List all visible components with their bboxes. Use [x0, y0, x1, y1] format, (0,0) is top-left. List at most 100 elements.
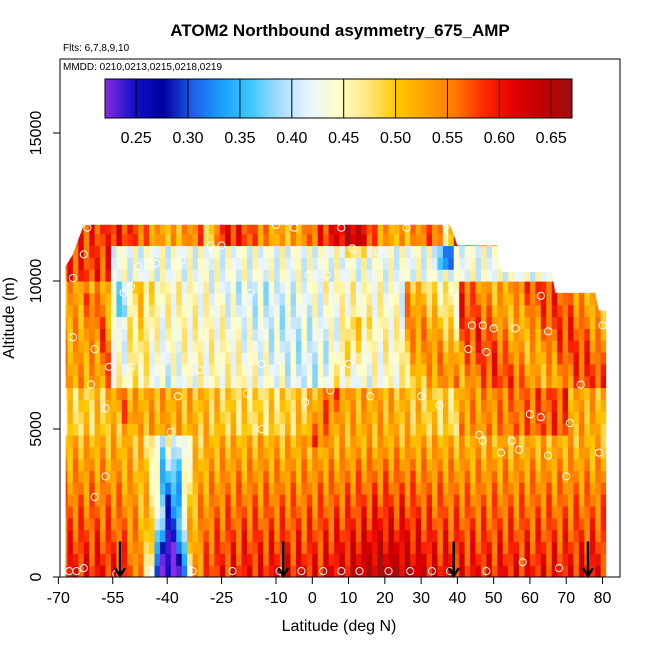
- heatmap-cell: [361, 517, 368, 531]
- heatmap-cell: [437, 482, 444, 495]
- heatmap-cell: [121, 352, 128, 365]
- heatmap-cell: [432, 423, 439, 436]
- heatmap-cell: [192, 224, 199, 235]
- heatmap-cell: [127, 269, 134, 282]
- heatmap-cell: [252, 269, 259, 282]
- heatmap-cell: [132, 446, 139, 460]
- heatmap-cell: [149, 352, 156, 365]
- heatmap-cell: [182, 210, 188, 222]
- heatmap-cell: [442, 316, 449, 329]
- heatmap-cell: [475, 541, 482, 554]
- heatmap-cell: [138, 434, 145, 448]
- heatmap-cell: [524, 281, 531, 294]
- heatmap-cell: [274, 482, 281, 495]
- heatmap-cell: [595, 304, 602, 318]
- heatmap-cell: [198, 304, 205, 318]
- heatmap-cell: [143, 224, 150, 235]
- heatmap-cell: [551, 340, 558, 353]
- heatmap-cell: [486, 316, 493, 329]
- heatmap-cell: [442, 482, 449, 495]
- heatmap-cell: [306, 529, 313, 543]
- x-tick-label: -40: [156, 590, 179, 607]
- heatmap-cell: [573, 446, 580, 460]
- heatmap-cell: [502, 375, 509, 389]
- heatmap-cell: [355, 494, 362, 507]
- heatmap-cell: [383, 210, 389, 222]
- heatmap-cell: [551, 399, 558, 412]
- heatmap-cell: [437, 458, 444, 472]
- heatmap-cell: [437, 257, 444, 270]
- heatmap-cell: [399, 352, 406, 365]
- heatmap-cell: [540, 434, 547, 448]
- heatmap-cell: [127, 446, 134, 460]
- heatmap-cell: [149, 541, 156, 554]
- heatmap-cell: [149, 328, 156, 341]
- heatmap-cell: [323, 340, 330, 353]
- heatmap-cell: [437, 233, 444, 247]
- heatmap-cell: [116, 399, 123, 412]
- heatmap-cell: [502, 257, 509, 270]
- heatmap-cell: [285, 328, 292, 341]
- heatmap-cell: [214, 281, 221, 294]
- heatmap-cell: [464, 304, 471, 318]
- heatmap-cell: [459, 328, 466, 341]
- heatmap-cell: [268, 446, 275, 460]
- heatmap-cell: [475, 328, 482, 341]
- heatmap-cell: [154, 375, 161, 389]
- heatmap-cell: [421, 399, 428, 412]
- heatmap-cell: [268, 233, 275, 247]
- heatmap-cell: [279, 281, 286, 294]
- heatmap-cell: [578, 245, 585, 258]
- heatmap-cell: [410, 292, 417, 306]
- heatmap-cell: [116, 411, 123, 424]
- heatmap-cell: [94, 281, 101, 294]
- heatmap-cell: [176, 387, 183, 400]
- heatmap-cell: [350, 340, 357, 353]
- heatmap-cell: [497, 328, 504, 341]
- heatmap-cell: [486, 494, 493, 507]
- heatmap-cell: [100, 529, 107, 543]
- heatmap-cell: [464, 553, 471, 566]
- heatmap-cell: [170, 446, 177, 460]
- heatmap-cell: [497, 316, 504, 329]
- heatmap-cell: [404, 434, 411, 448]
- heatmap-cell: [138, 517, 145, 531]
- heatmap-cell: [334, 233, 341, 247]
- heatmap-cell: [170, 257, 177, 270]
- heatmap-cell: [442, 411, 449, 424]
- heatmap-cell: [491, 257, 498, 270]
- heatmap-cell: [65, 233, 69, 247]
- heatmap-cell: [252, 245, 259, 258]
- heatmap-cell: [290, 387, 297, 400]
- heatmap-cell: [110, 292, 117, 306]
- heatmap-cell: [181, 411, 188, 424]
- heatmap-cell: [366, 387, 373, 400]
- heatmap-cell: [486, 387, 493, 400]
- heatmap-cell: [443, 210, 449, 222]
- heatmap-cell: [89, 529, 96, 543]
- heatmap-cell: [290, 482, 297, 495]
- heatmap-cell: [105, 316, 112, 329]
- heatmap-cell: [165, 458, 172, 472]
- heatmap-cell: [366, 482, 373, 495]
- heatmap-cell: [65, 257, 69, 270]
- heatmap-cell: [568, 399, 575, 412]
- heatmap-cell: [181, 328, 188, 341]
- heatmap-cell: [121, 269, 128, 282]
- heatmap-cell: [562, 269, 569, 282]
- heatmap-cell: [404, 316, 411, 329]
- heatmap-cell: [595, 245, 602, 258]
- heatmap-cell: [208, 470, 215, 483]
- heatmap-cell: [89, 352, 96, 365]
- heatmap-cell: [110, 529, 117, 543]
- heatmap-cell: [65, 281, 69, 294]
- heatmap-cell: [339, 375, 346, 389]
- heatmap-cell: [176, 446, 183, 460]
- heatmap-cell: [529, 505, 536, 519]
- heatmap-cell: [279, 352, 286, 365]
- heatmap-cell: [312, 363, 319, 377]
- heatmap-cell: [72, 224, 79, 235]
- heatmap-cell: [361, 328, 368, 341]
- heatmap-cell: [470, 269, 477, 282]
- heatmap-cell: [432, 505, 439, 519]
